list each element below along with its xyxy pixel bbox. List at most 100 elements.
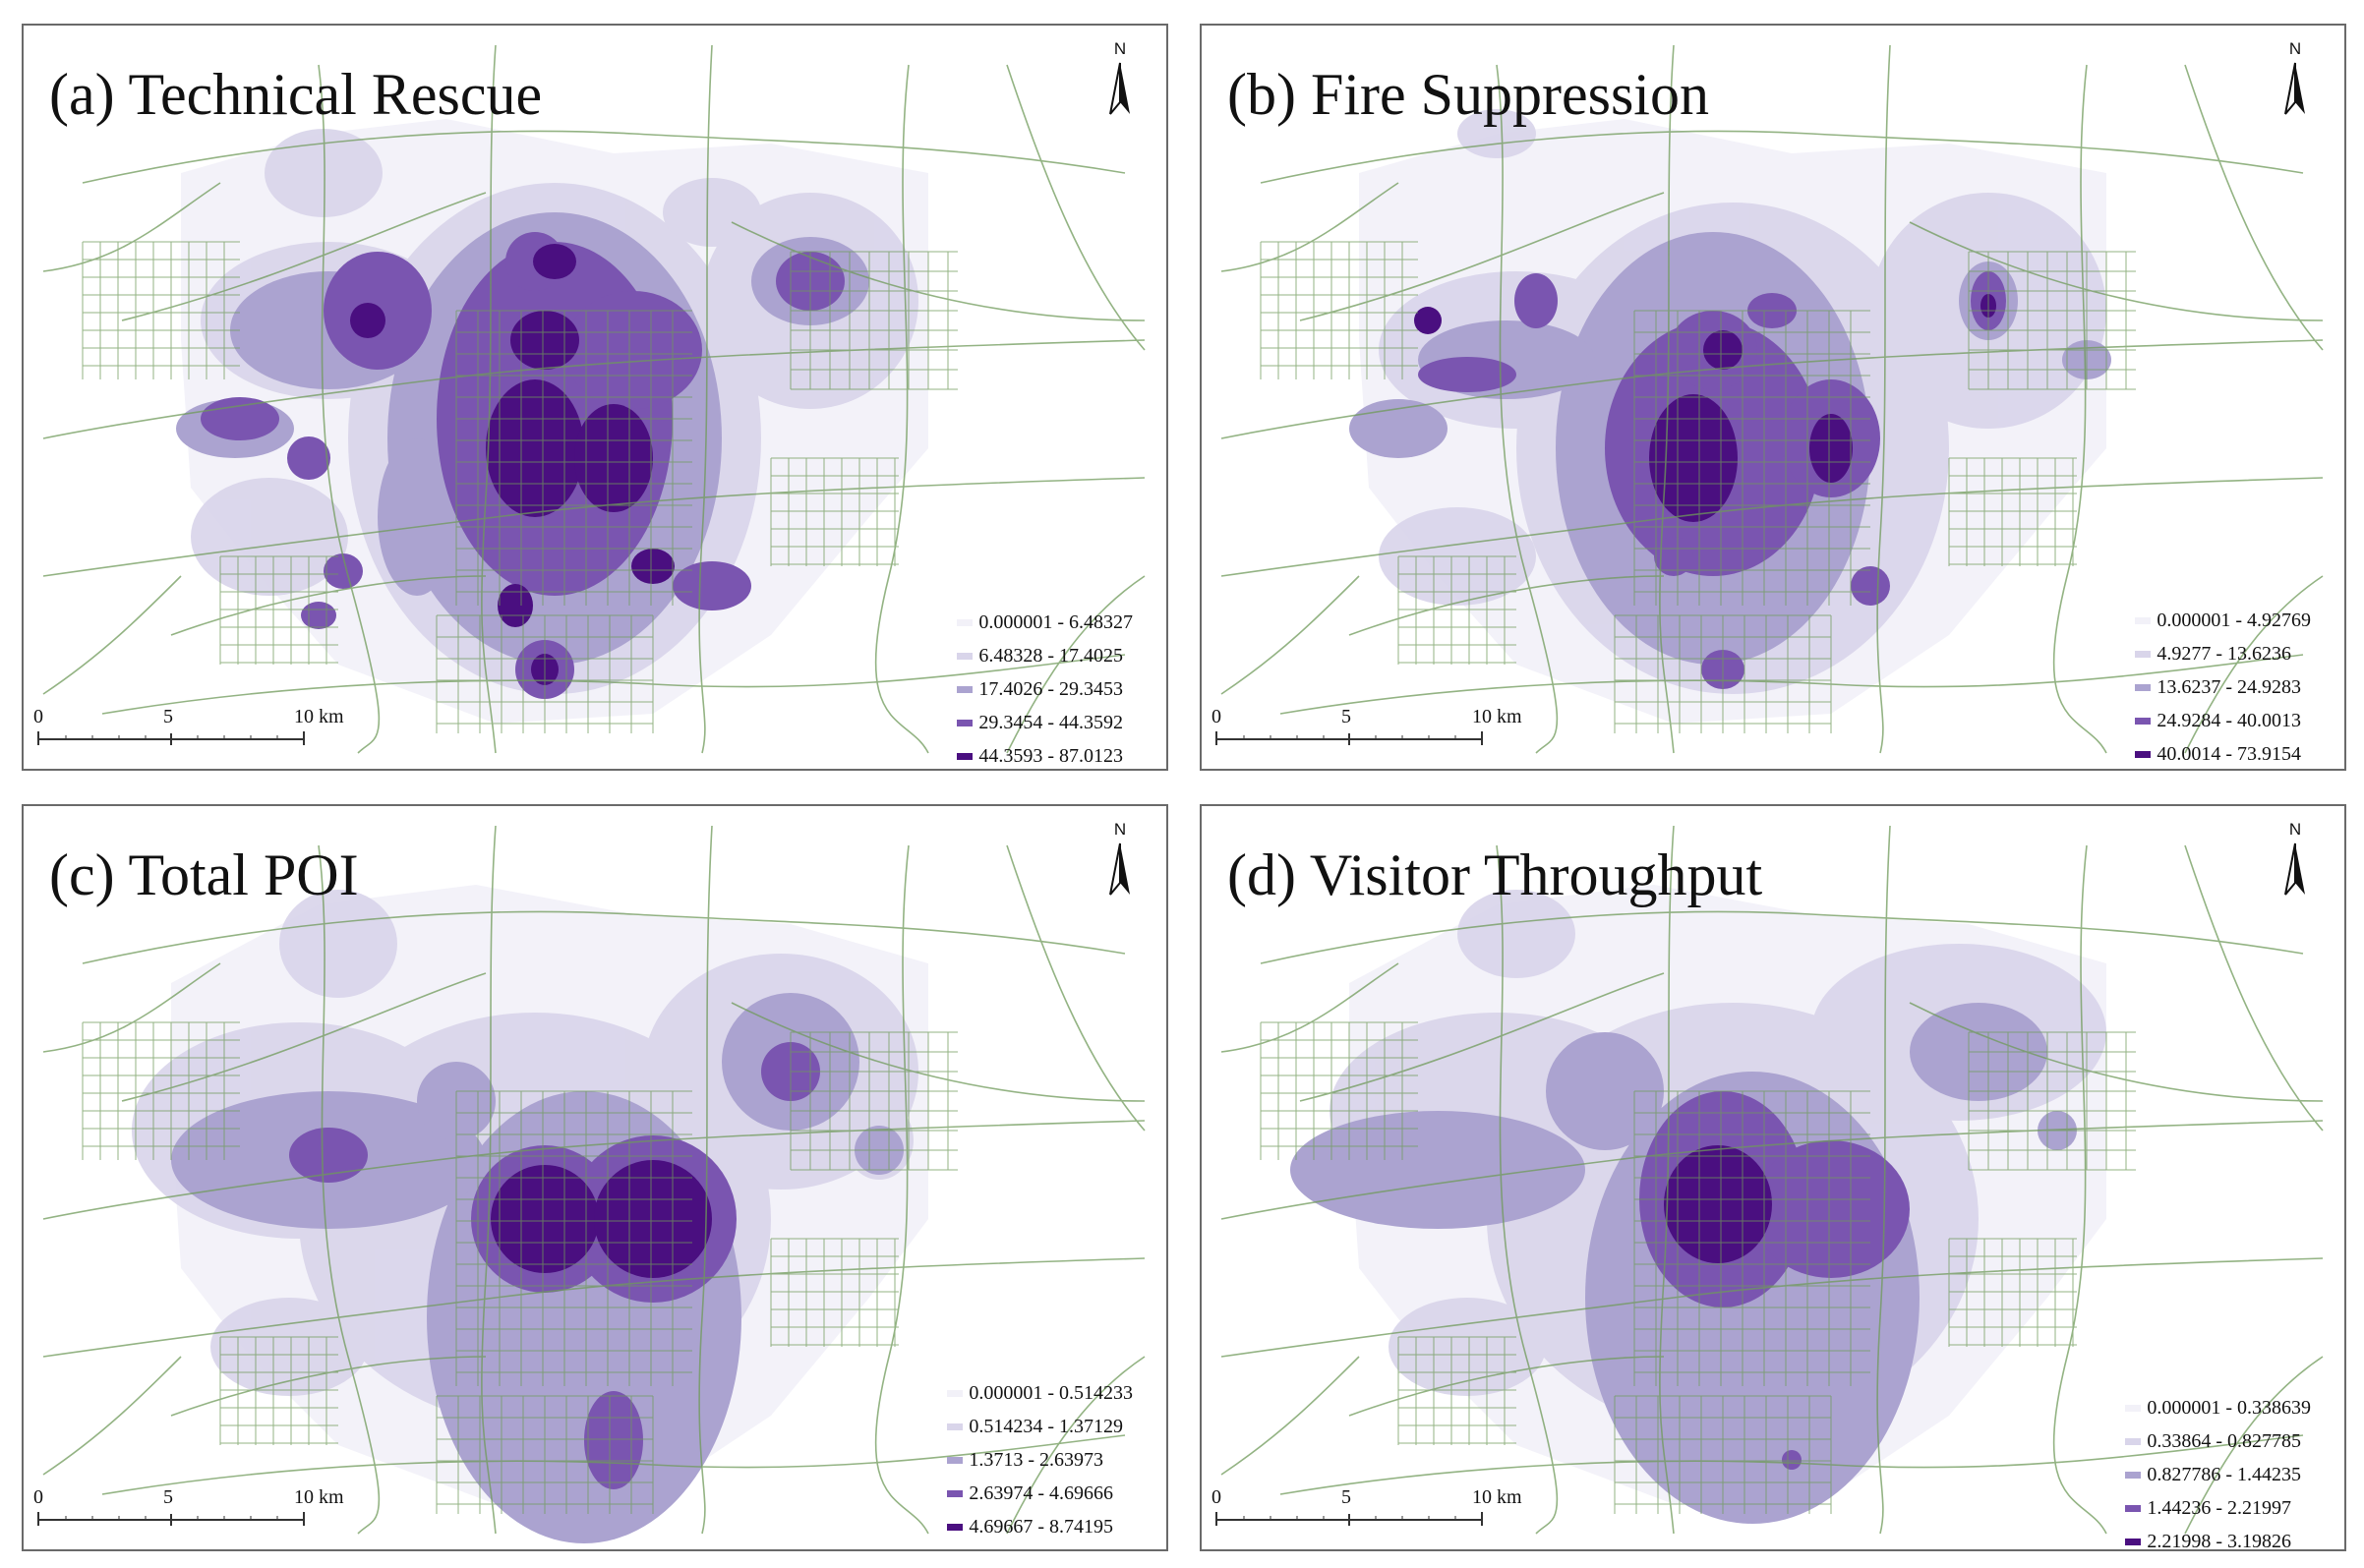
north-label: N (2288, 39, 2302, 58)
scale-label: 5 (1341, 706, 1351, 727)
legend-label: 4.9277 - 13.6236 (2157, 643, 2291, 665)
legend-item: 44.3593 - 87.0123 (957, 739, 1133, 769)
map-legend: 0.000001 - 0.514233 0.514234 - 1.37129 1… (947, 1376, 1133, 1543)
scale-bar: 0 5 10 km (33, 706, 344, 755)
legend-swatch (947, 1490, 964, 1497)
legend-label: 6.48328 - 17.4025 (978, 645, 1123, 667)
density-map-total-poi (42, 825, 1146, 1543)
density-surface (176, 119, 928, 724)
north-label: N (1113, 39, 1127, 58)
north-label: N (2288, 820, 2302, 839)
legend-swatch (947, 1390, 964, 1397)
panel-title: (a) Technical Rescue (49, 62, 543, 127)
legend-swatch (2125, 1438, 2142, 1445)
map-legend: 0.000001 - 4.92769 4.9277 - 13.6236 13.6… (2135, 604, 2311, 769)
legend-swatch (957, 653, 974, 660)
scale-label: 5 (1341, 1486, 1351, 1508)
map-panel-fire-suppression: (b) Fire Suppression N 0.000001 - 4.9276… (1200, 24, 2346, 771)
legend-swatch (2125, 1505, 2142, 1512)
legend-swatch (957, 686, 974, 693)
legend-item: 29.3454 - 44.3592 (957, 706, 1133, 739)
legend-item: 4.69667 - 8.74195 (947, 1510, 1133, 1543)
panel-title: (b) Fire Suppression (1227, 62, 1709, 127)
scale-label: 0 (33, 706, 43, 727)
scale-label: 5 (163, 706, 173, 727)
legend-swatch (2135, 718, 2152, 725)
legend-item: 17.4026 - 29.3453 (957, 672, 1133, 706)
legend-label: 24.9284 - 40.0013 (2157, 710, 2301, 731)
scale-label: 5 (163, 1486, 173, 1508)
scale-label: 0 (1212, 1486, 1221, 1508)
legend-label: 0.000001 - 6.48327 (978, 611, 1133, 633)
legend-swatch (947, 1524, 964, 1531)
legend-item: 0.33864 - 0.827785 (2125, 1424, 2311, 1458)
legend-item: 4.9277 - 13.6236 (2135, 637, 2311, 670)
legend-item: 24.9284 - 40.0013 (2135, 704, 2311, 737)
north-arrow-icon: N (1100, 820, 1140, 918)
legend-label: 2.63974 - 4.69666 (969, 1482, 1113, 1504)
legend-label: 29.3454 - 44.3592 (978, 712, 1123, 733)
north-arrow-icon: N (1100, 39, 1140, 138)
legend-item: 0.827786 - 1.44235 (2125, 1458, 2311, 1491)
map-panel-technical-rescue: (a) Technical Rescue N 0.000001 - 6.4832… (22, 24, 1168, 771)
legend-label: 0.000001 - 0.338639 (2147, 1397, 2311, 1419)
legend-item: 0.000001 - 0.514233 (947, 1376, 1133, 1410)
north-arrow-icon: N (2275, 820, 2315, 918)
legend-item: 6.48328 - 17.4025 (957, 639, 1133, 672)
legend-item: 13.6237 - 24.9283 (2135, 670, 2311, 704)
north-label: N (1113, 820, 1127, 839)
legend-label: 17.4026 - 29.3453 (978, 678, 1123, 700)
legend-item: 1.44236 - 2.21997 (2125, 1491, 2311, 1525)
legend-swatch (2135, 617, 2152, 624)
map-legend: 0.000001 - 6.48327 6.48328 - 17.4025 17.… (957, 606, 1133, 769)
density-surface (1349, 109, 2111, 724)
legend-item: 0.000001 - 0.338639 (2125, 1391, 2311, 1424)
panel-title: (c) Total POI (49, 842, 359, 907)
legend-label: 0.000001 - 0.514233 (969, 1382, 1133, 1404)
scale-label: 0 (33, 1486, 43, 1508)
legend-item: 40.0014 - 73.9154 (2135, 737, 2311, 769)
map-panel-total-poi: (c) Total POI N 0.000001 - 0.514233 0.51… (22, 804, 1168, 1551)
legend-swatch (2135, 684, 2152, 691)
map-legend: 0.000001 - 0.338639 0.33864 - 0.827785 0… (2125, 1391, 2311, 1551)
legend-label: 4.69667 - 8.74195 (969, 1516, 1113, 1538)
density-surface (132, 885, 928, 1543)
legend-item: 1.3713 - 2.63973 (947, 1443, 1133, 1477)
scale-bar: 0 5 10 km (1212, 706, 1522, 755)
legend-label: 2.21998 - 3.19826 (2147, 1531, 2291, 1551)
density-map-technical-rescue (42, 44, 1146, 754)
scale-label: 10 km (294, 1486, 344, 1508)
legend-swatch (2125, 1405, 2142, 1412)
density-map-fire-suppression (1220, 44, 2324, 754)
scale-label: 0 (1212, 706, 1221, 727)
legend-item: 0.000001 - 6.48327 (957, 606, 1133, 639)
north-arrow-icon: N (2275, 39, 2315, 138)
legend-item: 0.000001 - 4.92769 (2135, 604, 2311, 637)
legend-item: 2.63974 - 4.69666 (947, 1477, 1133, 1510)
legend-item: 0.514234 - 1.37129 (947, 1410, 1133, 1443)
legend-swatch (947, 1457, 964, 1464)
legend-swatch (2125, 1539, 2142, 1545)
scale-label: 10 km (294, 706, 344, 727)
legend-swatch (2135, 751, 2152, 758)
density-map-visitor-throughput (1220, 825, 2324, 1535)
legend-label: 44.3593 - 87.0123 (978, 745, 1123, 767)
density-surface (1290, 885, 2106, 1524)
legend-swatch (957, 753, 974, 760)
legend-label: 1.3713 - 2.63973 (969, 1449, 1103, 1471)
legend-label: 1.44236 - 2.21997 (2147, 1497, 2291, 1519)
legend-swatch (2125, 1472, 2142, 1479)
legend-label: 13.6237 - 24.9283 (2157, 676, 2301, 698)
legend-swatch (2135, 651, 2152, 658)
legend-swatch (957, 720, 974, 726)
legend-item: 2.21998 - 3.19826 (2125, 1525, 2311, 1551)
panel-title: (d) Visitor Throughput (1227, 842, 1763, 907)
legend-label: 40.0014 - 73.9154 (2157, 743, 2301, 765)
legend-label: 0.33864 - 0.827785 (2147, 1430, 2301, 1452)
scale-label: 10 km (1472, 1486, 1522, 1508)
legend-swatch (957, 619, 974, 626)
legend-label: 0.000001 - 4.92769 (2157, 610, 2311, 631)
legend-label: 0.514234 - 1.37129 (969, 1416, 1123, 1437)
map-panel-visitor-throughput: (d) Visitor Throughput N 0.000001 - 0.33… (1200, 804, 2346, 1551)
legend-label: 0.827786 - 1.44235 (2147, 1464, 2301, 1485)
